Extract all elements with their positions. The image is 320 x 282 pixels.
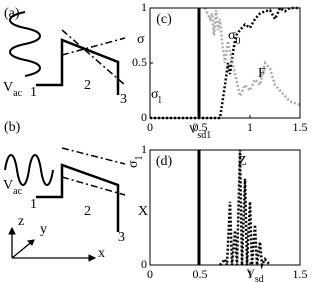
axes-arrows (11, 228, 95, 259)
panel-label: (b) (4, 120, 21, 135)
panel-b (4, 147, 126, 262)
panel-label: (d) (156, 154, 173, 169)
axis-label: y (40, 222, 47, 237)
y-tick-label: 0.5 (132, 55, 147, 69)
axis-label: x (98, 246, 105, 261)
lead-profile (36, 38, 120, 95)
source-label: Vac (3, 80, 23, 99)
x-tick-label: 0.5 (193, 267, 208, 281)
lead-label: 1 (30, 197, 37, 212)
y-tick-label: 0 (141, 257, 147, 271)
annotation: Z (238, 154, 247, 169)
x-tick-label: 0 (147, 267, 153, 281)
annotation: X (138, 204, 148, 219)
x-tick-label: 1.5 (293, 267, 308, 281)
ac-wave (4, 154, 54, 186)
panel-a (9, 11, 126, 95)
series-line (150, 6, 300, 120)
x-axis-label: Vsd1 (189, 122, 212, 141)
panel-label: (a) (4, 6, 20, 21)
lead-label: 2 (84, 78, 91, 93)
bias-profile (61, 29, 126, 86)
ac-wave (9, 11, 41, 77)
series-line (219, 149, 271, 270)
source-label-base: V (3, 178, 13, 193)
annotation: F (258, 66, 266, 81)
annotation: σl (151, 87, 162, 106)
panel-label: (c) (156, 12, 172, 27)
y-tick-label: 1 (141, 0, 147, 14)
annotation: σ0 (228, 28, 241, 47)
y-axis-label: σ (137, 32, 145, 47)
x-tick-label: 1 (247, 267, 253, 281)
annotation-sub: 0 (236, 36, 241, 47)
plot-frame (149, 149, 301, 266)
annotation-base: σ (228, 28, 236, 43)
lead-label: 3 (120, 92, 127, 107)
arrow-heads (8, 226, 97, 262)
source-label-sub: ac (13, 186, 22, 197)
source-label: Vac (3, 178, 23, 197)
y-tick-label: 1 (141, 142, 147, 156)
x-tick-label: 1.5 (293, 120, 308, 134)
lead-label: 3 (118, 230, 125, 245)
x-axis-label-sub: sd (255, 274, 264, 282)
source-label-base: V (3, 80, 13, 95)
axis-label: z (18, 214, 24, 229)
annotation-sub: l (159, 95, 162, 106)
y-tick-label: 0 (141, 110, 147, 124)
x-tick-label: 0.5 (193, 120, 208, 134)
y-axis-label: σ1 (126, 155, 145, 168)
x-axis-label-sub: sd1 (197, 130, 211, 141)
y-axis-label-sub: 1 (134, 155, 145, 160)
x-tick-label: 0 (147, 120, 153, 134)
bias-profile (61, 147, 126, 196)
series-line (203, 7, 301, 106)
figure: (a) Vac 1 2 3 (b) Vac 1 2 3 z y x 0 0.5 1 1.5 0 0.5 1 (c) σ Vs… (3, 0, 308, 282)
source-label-sub: ac (13, 88, 22, 99)
x-axis-label-base: V (189, 122, 198, 136)
x-axis-label-base: V (246, 266, 255, 280)
lead-label: 2 (84, 204, 91, 219)
annotation-base: σ (151, 87, 159, 102)
x-tick-label: 1 (247, 120, 253, 134)
lead-profile (36, 163, 120, 232)
x-axis-label: Vsd (246, 266, 264, 282)
lead-label: 1 (30, 85, 37, 100)
y-axis-label-base: σ (126, 160, 141, 168)
